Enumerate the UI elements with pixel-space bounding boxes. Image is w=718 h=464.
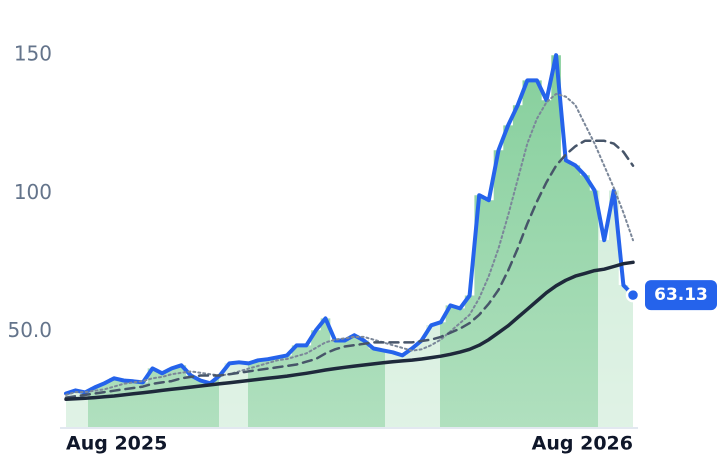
moving-average-line xyxy=(64,139,635,399)
price-area xyxy=(66,55,633,428)
period-band xyxy=(66,55,88,428)
value-badge xyxy=(645,280,717,311)
period-band xyxy=(219,55,248,428)
line-layer: 63.13 xyxy=(64,53,717,402)
y-tick-label: 50.0 xyxy=(7,318,52,342)
last-point xyxy=(625,287,641,303)
moving-average-line xyxy=(65,92,634,396)
y-tick-label: 150 xyxy=(14,42,52,66)
label-layer: 50.0 100 150 Aug 2025 Aug 2026 xyxy=(7,42,633,455)
y-tick-label: 100 xyxy=(14,180,52,204)
area-layer xyxy=(66,55,633,428)
period-band xyxy=(385,55,440,428)
moving-average-line xyxy=(64,260,635,402)
value-label: 63.13 xyxy=(654,285,708,305)
x-tick-label: Aug 2025 xyxy=(66,433,167,455)
x-tick-label: Aug 2026 xyxy=(532,433,633,455)
